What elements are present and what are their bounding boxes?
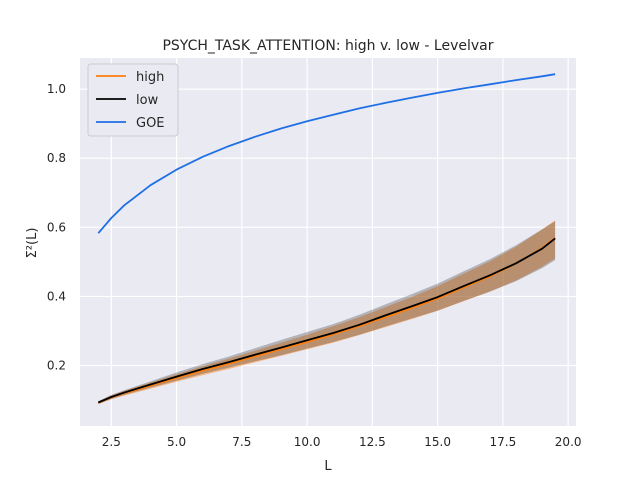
series-line-low [97, 237, 556, 404]
legend-label-low: low [136, 93, 159, 108]
x-axis-ticks: 2.5 5.0 7.5 10.0 12.5 15.0 17.5 20.0 [102, 435, 582, 449]
legend-label-goe: GOE [136, 116, 165, 131]
x-tick-label: 17.5 [490, 435, 517, 449]
y-tick-label: 0.2 [47, 359, 66, 373]
x-axis-label: L [324, 459, 332, 474]
y-axis-label: Σ²(L) [25, 228, 40, 259]
y-tick-label: 0.6 [47, 220, 66, 234]
x-tick-label: 5.0 [167, 435, 186, 449]
y-tick-label: 0.4 [47, 289, 66, 303]
legend: high low GOE [87, 63, 179, 137]
series-line-high [97, 236, 556, 404]
series-line-goe [97, 73, 556, 234]
legend-frame [87, 63, 179, 137]
x-tick-label: 2.5 [102, 435, 121, 449]
x-tick-label: 20.0 [555, 435, 582, 449]
y-tick-label: 0.8 [47, 151, 66, 165]
grid [80, 58, 576, 426]
chart-title: PSYCH_TASK_ATTENTION: high v. low - Leve… [162, 38, 493, 54]
x-tick-label: 12.5 [359, 435, 386, 449]
x-tick-label: 7.5 [232, 435, 251, 449]
x-tick-label: 10.0 [294, 435, 321, 449]
series-lines [97, 73, 556, 404]
y-tick-label: 1.0 [47, 82, 66, 96]
legend-label-high: high [136, 70, 164, 85]
x-tick-label: 15.0 [424, 435, 451, 449]
y-axis-ticks: 0.2 0.4 0.6 0.8 1.0 [47, 82, 66, 372]
